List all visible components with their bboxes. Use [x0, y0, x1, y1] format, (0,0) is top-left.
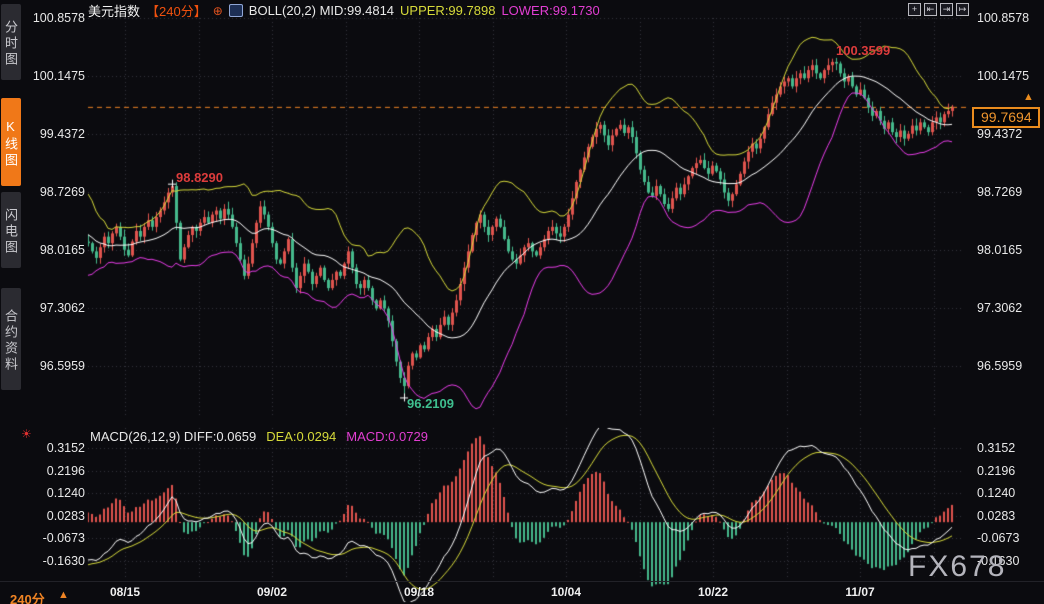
pane-divider — [0, 581, 1044, 582]
interval-selector[interactable]: 240分 — [10, 592, 45, 604]
goto-latest-icon[interactable]: ↦ — [956, 3, 969, 16]
macd-tick-right: 0.0283 — [977, 508, 1016, 523]
compress-right-icon[interactable]: ⇥ — [940, 3, 953, 16]
interval-up-arrow-icon: ▲ — [58, 589, 69, 601]
price-tick-right: 98.0165 — [977, 243, 1023, 257]
last-price-tag: 99.7694 — [972, 107, 1040, 128]
price-tick-left: 97.3062 — [39, 301, 85, 315]
sidebar-item-contract-info[interactable]: 合约资料 — [1, 288, 21, 390]
macd-tick-left: 0.1240 — [46, 486, 85, 500]
price-tick-right: 99.4372 — [977, 127, 1023, 141]
circle-plus-icon[interactable]: ⊕ — [212, 3, 223, 18]
kline-chart-icon[interactable] — [228, 4, 243, 17]
macd-dea-label: DEA:0.0294 — [266, 429, 337, 444]
sidebar-item-kline-chart[interactable]: K线图 — [1, 98, 21, 186]
watermark: FX678 — [908, 550, 1007, 583]
boll-upper-label: UPPER:99.7898 — [400, 3, 496, 18]
macd-tick-right: -0.1630 — [977, 553, 1020, 568]
price-tick-left: 100.1475 — [32, 69, 85, 83]
macd-tick-left: -0.1630 — [42, 553, 85, 568]
macd-tick-right: 0.3152 — [977, 441, 1016, 455]
price-tick-right: 100.8578 — [977, 11, 1030, 25]
macd-tick-left: -0.0673 — [42, 531, 85, 545]
x-axis-date-label: 11/07 — [845, 585, 875, 599]
crosshair-pan-icon[interactable]: + — [908, 3, 921, 16]
price-tick-left: 99.4372 — [39, 127, 85, 141]
period-low-annotation: 96.2109 — [407, 396, 454, 411]
x-axis-date-label: 10/04 — [550, 585, 582, 599]
price-up-arrow-icon: ▲ — [1023, 91, 1034, 103]
macd-diff-label: MACD(26,12,9) DIFF:0.0659 — [90, 429, 257, 444]
macd-tick-left: 0.2196 — [46, 463, 85, 478]
macd-tick-right: 0.2196 — [977, 463, 1016, 478]
interval-label: 【240分】 — [146, 4, 207, 19]
macd-indicator-icon[interactable]: ☀ — [21, 427, 32, 441]
macd-tick-right: 0.1240 — [977, 486, 1016, 500]
period-high-annotation: 100.3599 — [836, 43, 891, 58]
macd-tick-right: -0.0673 — [977, 531, 1020, 545]
macd-value-label: MACD:0.0729 — [346, 429, 428, 444]
price-tick-right: 96.5959 — [977, 359, 1023, 373]
price-tick-right: 98.7269 — [977, 185, 1023, 199]
x-axis-date-label: 09/02 — [256, 585, 288, 599]
macd-tick-left: 0.0283 — [46, 508, 85, 523]
chart-toolbar: + ⇤ ⇥ ↦ — [908, 3, 969, 16]
local-high-annotation: 98.8290 — [176, 170, 223, 185]
x-axis-date-label: 08/15 — [109, 585, 141, 599]
price-tick-right: 100.1475 — [977, 69, 1030, 83]
x-axis-date-label: 09/18 — [403, 585, 435, 599]
boll-lower-label: LOWER:99.1730 — [501, 3, 600, 18]
compress-left-icon[interactable]: ⇤ — [924, 3, 937, 16]
price-tick-left: 98.0165 — [39, 243, 85, 257]
price-tick-left: 98.7269 — [39, 185, 85, 199]
price-tick-left: 100.8578 — [32, 11, 85, 25]
sidebar-item-lightning-chart[interactable]: 闪电图 — [1, 192, 21, 268]
x-axis-date-label: 10/22 — [697, 585, 729, 599]
sidebar-item-time-chart[interactable]: 分时图 — [1, 4, 21, 80]
macd-tick-left: 0.3152 — [46, 441, 85, 455]
symbol-title: 美元指数 — [88, 4, 141, 19]
boll-mid-label: BOLL(20,2) MID:99.4814 — [248, 3, 395, 18]
chart-header: 美元指数 【240分】 ⊕ BOLL(20,2) MID:99.4814 UPP… — [88, 2, 600, 19]
price-tick-left: 96.5959 — [39, 359, 85, 373]
macd-header: MACD(26,12,9) DIFF:0.0659 DEA:0.0294 MAC… — [90, 429, 428, 444]
price-tick-right: 97.3062 — [977, 301, 1023, 315]
